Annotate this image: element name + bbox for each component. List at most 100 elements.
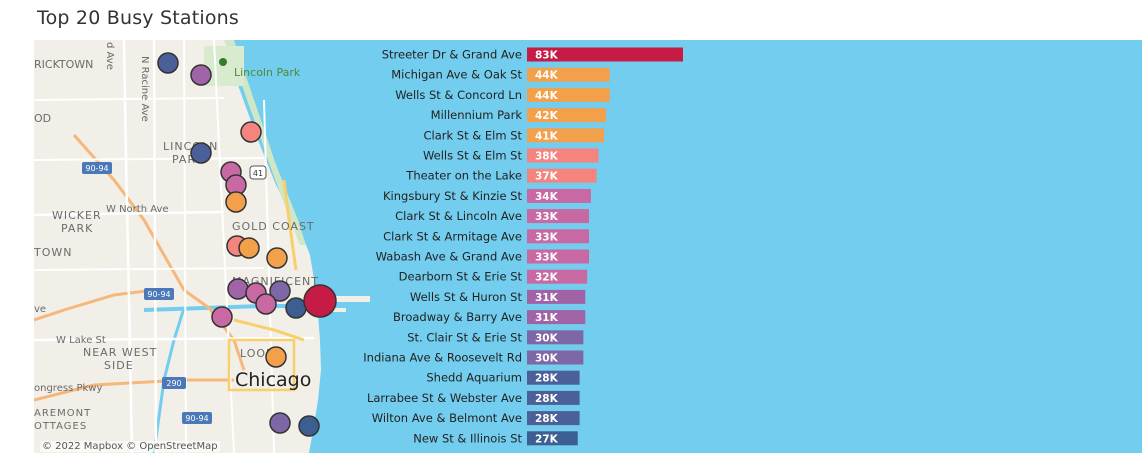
bar-value-label: 83K [535,50,559,62]
bar-value-label: 34K [535,191,559,203]
bar-category-label: Wilton Ave & Belmont Ave [372,411,522,425]
bar[interactable] [527,370,580,385]
bar-category-label: Streeter Dr & Grand Ave [382,48,522,62]
map-chart-area[interactable]: RICKTOWN OD LINCOLN PARK Lincoln Park WI… [34,40,1142,453]
bar[interactable] [527,87,610,102]
label-chicago: Chicago [235,369,311,391]
bar-value-label: 28K [535,413,559,425]
station-marker[interactable] [303,284,337,318]
bar[interactable] [527,229,590,244]
station-marker[interactable] [265,346,287,368]
bar-value-label: 27K [535,433,559,445]
bar-value-label: 38K [535,151,559,163]
bar-value-label: 32K [535,272,559,284]
label-lincoln-park: Lincoln Park [234,66,301,79]
station-marker[interactable] [225,191,247,213]
label-congress: ongress Pkwy [34,383,102,394]
map-labels: RICKTOWN OD LINCOLN PARK Lincoln Park WI… [34,42,318,432]
chart-title: Top 20 Busy Stations [37,7,240,29]
label-bricktown: RICKTOWN [34,58,93,71]
label-n-racine: N Racine Ave [139,56,150,122]
label-d-ave: d Ave [104,42,115,70]
bar[interactable] [527,168,597,183]
interstate-shield-icon [182,412,212,424]
bar-value-label: 30K [535,353,559,365]
station-marker[interactable] [190,142,212,164]
bar-category-label: Indiana Ave & Roosevelt Rd [363,351,522,365]
station-marker[interactable] [255,293,277,315]
bar-value-label: 28K [535,373,559,385]
svg-text:90-94: 90-94 [147,290,170,299]
label-w-north: W North Ave [106,204,169,215]
station-marker[interactable] [269,280,291,302]
bar[interactable] [527,330,584,345]
bar-value-label: 33K [535,231,559,243]
bar-category-label: Shedd Aquarium [426,371,522,385]
map-markers[interactable] [157,52,337,437]
bar-category-label: Wabash Ave & Grand Ave [376,250,522,264]
station-marker[interactable] [157,52,179,74]
station-marker[interactable] [285,297,307,319]
label-wicker: WICKER [52,209,102,222]
bar-value-label: 33K [535,252,559,264]
us-route-shield-icon [249,165,267,180]
bar-value-label: 30K [535,332,559,344]
map-svg[interactable]: RICKTOWN OD LINCOLN PARK Lincoln Park WI… [34,40,1142,453]
bar-category-label: Kingsbury St & Kinzie St [383,189,522,203]
bar[interactable] [527,148,599,163]
bar-category-label: Wells St & Elm St [423,149,523,163]
bar-category-label: Larrabee St & Webster Ave [367,391,522,405]
station-marker[interactable] [266,247,288,269]
bar[interactable] [527,310,586,325]
bar[interactable] [527,431,578,446]
station-marker[interactable] [211,306,233,328]
interstate-shield-icon [162,377,186,389]
bar-category-label: Broadway & Barry Ave [393,310,522,324]
bar-category-label: Michigan Ave & Oak St [391,68,522,82]
interstate-shield-icon [82,162,112,174]
bar[interactable] [527,289,586,304]
bar-category-label: Dearborn St & Erie St [399,270,523,284]
station-marker[interactable] [240,121,262,143]
label-side: SIDE [104,359,134,372]
station-marker[interactable] [190,64,212,86]
roads [34,40,315,453]
bar-category-label: St. Clair St & Erie St [407,330,522,344]
bar-value-label: 41K [535,130,559,142]
label-ve: ve [34,304,46,315]
bar[interactable] [527,269,588,284]
bar-category-label: Millennium Park [431,108,523,122]
station-marker[interactable] [298,415,320,437]
label-fremont: AREMONT [34,408,91,419]
map-attribution[interactable]: © 2022 Mapbox © OpenStreetMap [40,441,220,452]
bar[interactable] [527,411,580,426]
bar[interactable] [527,188,591,203]
bar-category-label: Theater on the Lake [405,169,522,183]
bar-value-label: 31K [535,312,559,324]
bar-chart: Streeter Dr & Grand Ave 83K Michigan Ave &… [363,47,683,446]
station-marker[interactable] [238,237,260,259]
bar-value-label: 44K [535,90,559,102]
bar-value-label: 44K [535,70,559,82]
bar[interactable] [527,209,590,224]
bar[interactable] [527,249,590,264]
station-marker[interactable] [227,278,249,300]
bar-category-label: New St & Illinois St [413,431,522,445]
bar-value-label: 31K [535,292,559,304]
bar[interactable] [527,390,580,405]
bar-category-label: Clark St & Lincoln Ave [395,209,522,223]
land-mass [34,40,321,453]
label-near-west: NEAR WEST [83,346,157,359]
bar[interactable] [527,108,606,123]
bar[interactable] [527,67,610,82]
bar[interactable] [527,128,605,143]
bar-category-label: Clark St & Armitage Ave [383,229,522,243]
bar-category-label: Wells St & Concord Ln [395,88,522,102]
svg-text:90-94: 90-94 [85,164,108,173]
bar-value-label: 28K [535,393,559,405]
label-loop: LOOP [240,347,274,360]
river-branch [152,307,186,453]
bar[interactable] [527,350,584,365]
bar[interactable] [527,47,683,62]
station-marker[interactable] [269,412,291,434]
